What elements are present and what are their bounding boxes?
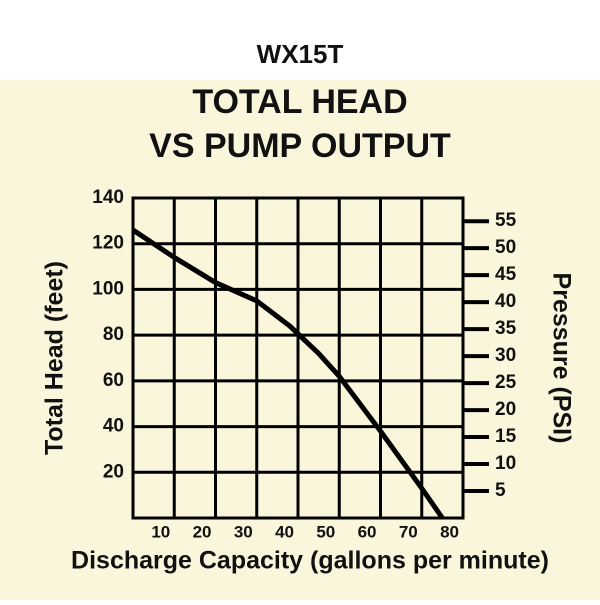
x-tick-label: 60 (358, 522, 377, 541)
y-tick-label: 20 (103, 461, 124, 482)
y2-tick-label: 30 (495, 345, 516, 366)
title: TOTAL HEAD (192, 83, 407, 121)
plot-border (131, 196, 465, 520)
x-tick-label: 10 (151, 522, 170, 541)
x-tick-label: 30 (234, 522, 253, 541)
y2-tick-label: 55 (495, 210, 517, 231)
y-tick-label: 80 (103, 324, 124, 345)
panel (0, 80, 600, 600)
y2-tick-label: 45 (495, 264, 517, 285)
y2-tick-label: 15 (495, 426, 517, 447)
curve (131, 227, 445, 520)
y2-tick-label: 40 (495, 291, 516, 312)
x-tick-label: 50 (316, 522, 335, 541)
x-tick-label: 20 (193, 522, 212, 541)
y2-tick-label: 25 (495, 372, 517, 393)
y-tick-label: 100 (92, 278, 124, 299)
y2-tick-label: 10 (495, 453, 516, 474)
x-tick-label: 70 (399, 522, 418, 541)
header: WX15T (257, 39, 344, 69)
y2-tick-label: 5 (495, 480, 506, 501)
y2-tick-label: 50 (495, 237, 516, 258)
y-tick-label: 40 (103, 416, 124, 437)
y2-tick-label: 20 (495, 399, 516, 420)
title: VS PUMP OUTPUT (149, 127, 451, 165)
y-tick-label: 60 (103, 370, 124, 391)
y-tick-label: 120 (92, 233, 124, 254)
y2-tick-label: 35 (495, 318, 517, 339)
y-tick-label: 140 (92, 187, 124, 208)
y-axis-label: Total Head (feet) (41, 261, 69, 455)
x-axis-label: Discharge Capacity (gallons per minute) (71, 547, 549, 575)
x-tick-label: 80 (440, 522, 459, 541)
y2-axis-label: Pressure (PSI) (547, 273, 575, 444)
x-tick-label: 40 (275, 522, 294, 541)
